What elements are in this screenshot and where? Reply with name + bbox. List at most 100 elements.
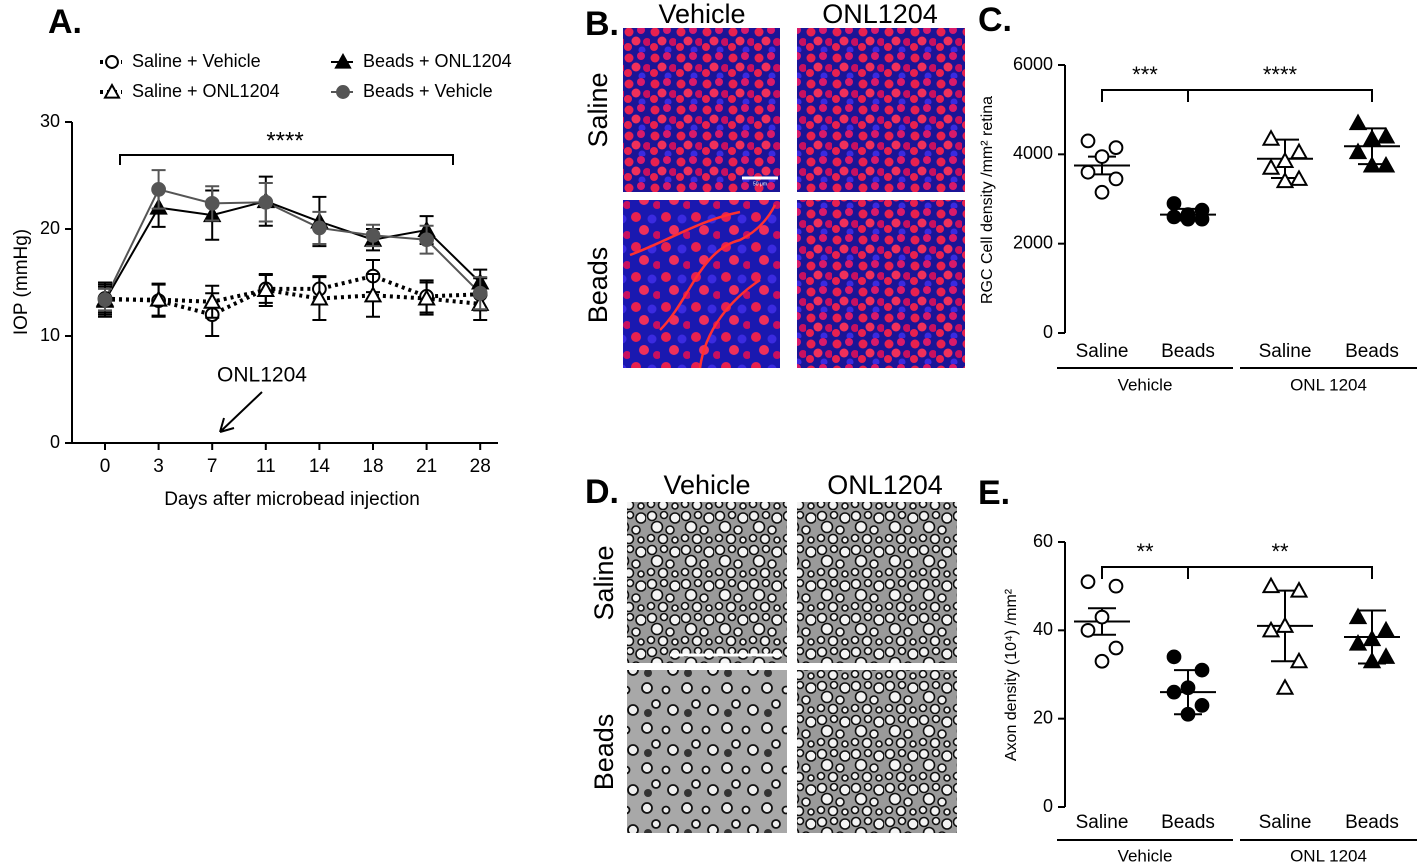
micrograph: [797, 200, 965, 368]
arrow: [219, 391, 263, 433]
micrograph: [623, 200, 780, 368]
marker: [1376, 155, 1396, 173]
x-tick-label: Beads: [1161, 812, 1215, 833]
marker: [1261, 129, 1281, 146]
column-label: ONL1204: [822, 0, 938, 29]
marker: [1289, 651, 1309, 669]
marker: [1094, 609, 1110, 625]
marker: [417, 288, 436, 306]
x-tick-label: 28: [470, 456, 491, 477]
legend-label: Beads + Vehicle: [363, 81, 493, 101]
marker: [1275, 171, 1295, 189]
series-line: [104, 188, 481, 301]
y-tick-label: 20: [1033, 707, 1053, 727]
panel-letter: C.: [978, 1, 1012, 39]
marker: [1348, 142, 1368, 160]
x-tick-label: 18: [362, 456, 383, 477]
marker: [1348, 607, 1368, 625]
marker: [1180, 211, 1196, 227]
marker: [1289, 581, 1309, 598]
marker: [1275, 151, 1295, 169]
significance: ***: [1132, 62, 1158, 87]
marker: [1166, 196, 1182, 211]
x-tick-label: Beads: [1345, 812, 1399, 833]
significance: **: [1136, 539, 1154, 564]
marker: [1180, 680, 1196, 696]
y-tick-label: 6000: [1013, 54, 1053, 74]
panel-letter: B.: [585, 5, 619, 43]
marker: [1348, 113, 1368, 131]
significance: ****: [266, 127, 303, 154]
marker: [1289, 142, 1309, 160]
row-label: Saline: [589, 545, 619, 620]
row-label: Saline: [583, 72, 613, 147]
y-tick-label: 0: [50, 432, 60, 452]
y-axis-label: IOP (mmHg): [11, 229, 32, 335]
x-tick-label: Saline: [1076, 341, 1129, 362]
x-tick-label: 14: [309, 456, 331, 477]
x-tick-label: 7: [207, 456, 218, 477]
legend-label: Beads + ONL1204: [363, 51, 512, 71]
marker: [1362, 629, 1382, 647]
marker: [1376, 126, 1396, 144]
marker: [312, 220, 327, 236]
y-tick-label: 20: [40, 218, 60, 238]
marker: [149, 290, 168, 307]
significance-bracket: [1187, 566, 1373, 579]
column-label: ONL1204: [827, 470, 943, 500]
significance-bracket: [119, 154, 454, 165]
y-tick-label: 0: [1043, 322, 1053, 342]
marker: [105, 55, 119, 69]
marker: [256, 280, 275, 297]
marker: [1362, 129, 1382, 146]
x-tick-label: Beads: [1161, 341, 1215, 362]
panel-letter: E.: [978, 474, 1010, 512]
marker: [1180, 706, 1196, 722]
marker: [310, 288, 329, 306]
marker: [1275, 616, 1295, 633]
y-tick-label: 0: [1043, 796, 1053, 816]
panel-letter: A.: [48, 3, 82, 41]
significance-bracket: [1101, 89, 1189, 102]
marker: [1275, 678, 1295, 695]
x-tick-label: Beads: [1345, 341, 1399, 362]
marker: [1108, 640, 1124, 656]
series-line: [104, 273, 481, 317]
group-label: Vehicle: [1118, 846, 1173, 865]
marker: [203, 292, 222, 309]
x-tick-label: 3: [153, 456, 164, 477]
marker: [1376, 620, 1396, 638]
marker: [472, 285, 488, 301]
marker: [151, 182, 166, 197]
row-label: Beads: [589, 714, 619, 791]
marker: [1166, 209, 1182, 225]
arrow-label: ONL1204: [217, 364, 307, 387]
micrograph: [623, 28, 780, 192]
micrograph: [627, 670, 787, 833]
marker: [365, 228, 381, 243]
x-axis-label: Days after microbead injection: [164, 489, 420, 510]
significance: **: [1271, 539, 1289, 564]
marker: [1080, 164, 1096, 180]
marker: [1080, 574, 1096, 590]
marker: [363, 285, 383, 303]
y-tick-label: 10: [40, 325, 60, 345]
marker: [1194, 698, 1210, 713]
y-tick-label: 40: [1033, 619, 1053, 639]
marker: [1362, 651, 1382, 669]
x-tick-label: Saline: [1259, 812, 1312, 833]
panel-letter: D.: [585, 473, 619, 511]
micrograph: [797, 502, 957, 663]
marker: [1261, 158, 1281, 175]
significance-bracket: [1187, 89, 1373, 102]
marker: [1261, 576, 1281, 594]
marker: [1194, 211, 1210, 227]
y-axis-label: RGC Cell density /mm² retina: [979, 96, 996, 304]
marker: [1080, 133, 1096, 149]
marker: [336, 85, 350, 99]
marker: [1376, 647, 1396, 664]
marker: [97, 292, 113, 307]
significance-bracket: [1101, 566, 1189, 579]
vessel: [629, 204, 777, 369]
